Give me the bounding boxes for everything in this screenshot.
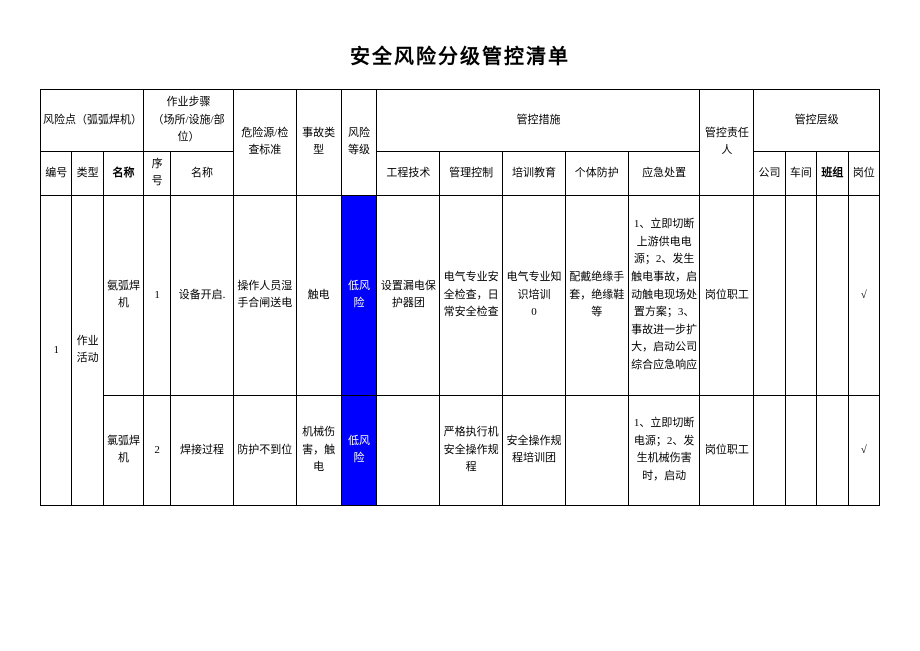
header-responsible: 管控责任人	[700, 90, 754, 196]
cell-team	[817, 195, 848, 395]
header-opname: 名称	[171, 151, 234, 195]
cell-post: √	[848, 195, 879, 395]
header-num: 编号	[41, 151, 72, 195]
cell-acctype: 机械伤害，触电	[296, 395, 341, 505]
cell-seq: 1	[144, 195, 171, 395]
header-ppe: 个体防护	[565, 151, 628, 195]
header-hazard: 危险源/检查标准	[233, 90, 296, 196]
header-opstep: 作业步骤 （场所/设施/部位）	[144, 90, 234, 152]
cell-risklevel: 低风险	[341, 395, 377, 505]
cell-responsible: 岗位职工	[700, 395, 754, 505]
cell-emer: 1、立即切断电源；2、发生机械伤害时，启动	[628, 395, 700, 505]
cell-opname: 焊接过程	[171, 395, 234, 505]
header-workshop: 车间	[785, 151, 816, 195]
cell-workshop	[785, 195, 816, 395]
cell-workshop	[785, 395, 816, 505]
cell-company	[754, 195, 785, 395]
page-title: 安全风险分级管控清单	[40, 40, 880, 69]
header-acctype: 事故类型	[296, 90, 341, 196]
header-seq: 序号	[144, 151, 171, 195]
cell-team	[817, 395, 848, 505]
cell-ppe: 配戴绝缘手套，绝缘鞋等	[565, 195, 628, 395]
cell-opname: 设备开启.	[171, 195, 234, 395]
cell-train: 电气专业知识培训 0	[503, 195, 566, 395]
cell-risklevel: 低风险	[341, 195, 377, 395]
header-emer: 应急处置	[628, 151, 700, 195]
cell-emer: 1、立即切断上游供电电源；2、发生触电事故，启动触电现场处置方案；3、事故进一步…	[628, 195, 700, 395]
cell-post: √	[848, 395, 879, 505]
cell-type: 作业活动	[72, 195, 103, 505]
header-company: 公司	[754, 151, 785, 195]
header-post: 岗位	[848, 151, 879, 195]
cell-mgmt: 电气专业安全检查，日常安全检查	[440, 195, 503, 395]
header-team: 班组	[817, 151, 848, 195]
cell-acctype: 触电	[296, 195, 341, 395]
header-control: 管控措施	[377, 90, 700, 152]
table-row: 氯弧焊机 2 焊接过程 防护不到位 机械伤害，触电 低风险 严格执行机安全操作规…	[41, 395, 880, 505]
cell-eng: 设置漏电保护器团	[377, 195, 440, 395]
header-type: 类型	[72, 151, 103, 195]
risk-table: 风险点（弧弧焊机） 作业步骤 （场所/设施/部位） 危险源/检查标准 事故类型 …	[40, 89, 880, 506]
cell-responsible: 岗位职工	[700, 195, 754, 395]
cell-train: 安全操作规程培训团	[503, 395, 566, 505]
header-eng: 工程技术	[377, 151, 440, 195]
cell-seq: 2	[144, 395, 171, 505]
header-train: 培训教育	[503, 151, 566, 195]
cell-mgmt: 严格执行机安全操作规程	[440, 395, 503, 505]
cell-name: 氯弧焊机	[103, 395, 143, 505]
cell-eng	[377, 395, 440, 505]
header-mgmt: 管理控制	[440, 151, 503, 195]
cell-num: 1	[41, 195, 72, 505]
cell-hazard: 操作人员湿手合闸送电	[233, 195, 296, 395]
cell-company	[754, 395, 785, 505]
header-levelgroup: 管控层级	[754, 90, 880, 152]
header-name: 名称	[103, 151, 143, 195]
cell-ppe	[565, 395, 628, 505]
header-risklevel: 风险等级	[341, 90, 377, 196]
table-row: 1 作业活动 氨弧焊机 1 设备开启. 操作人员湿手合闸送电 触电 低风险 设置…	[41, 195, 880, 395]
cell-name: 氨弧焊机	[103, 195, 143, 395]
header-riskpoint: 风险点（弧弧焊机）	[41, 90, 144, 152]
cell-hazard: 防护不到位	[233, 395, 296, 505]
